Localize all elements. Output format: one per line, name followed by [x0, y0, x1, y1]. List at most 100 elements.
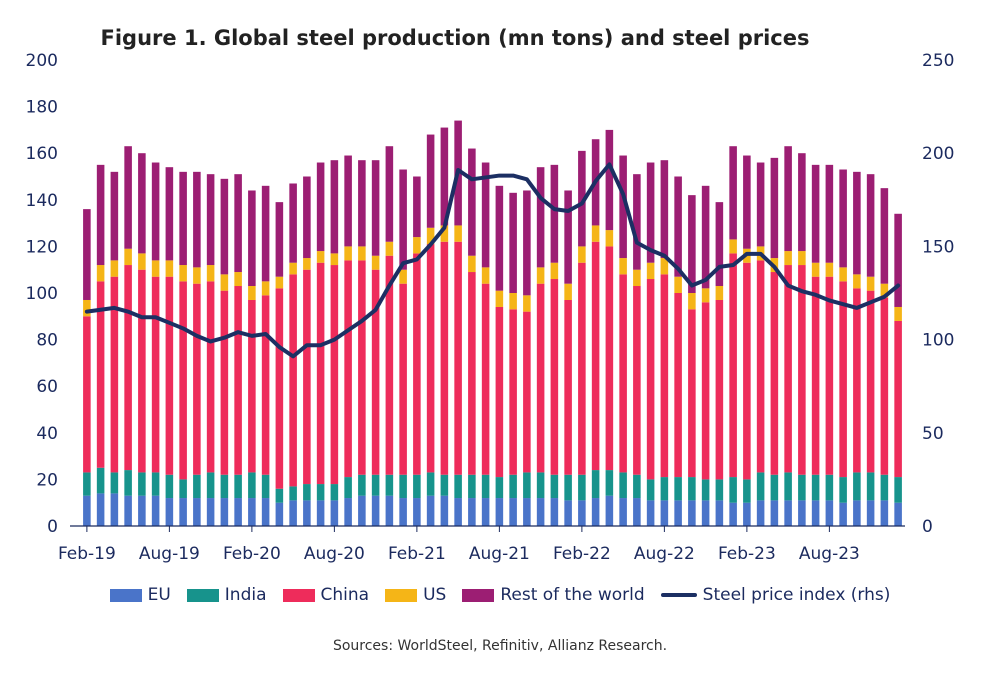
- bar-china-28: [468, 272, 476, 475]
- legend-label: Rest of the world: [500, 585, 645, 605]
- bar-rest-of-the-world-58: [880, 188, 889, 284]
- bar-india-50: [770, 474, 779, 501]
- bar-us-6: [165, 260, 174, 277]
- bar-rest-of-the-world-46: [715, 202, 724, 287]
- bar-china-7: [179, 281, 187, 480]
- legend-item-eu: EU: [109, 585, 171, 605]
- bar-eu-21: [371, 495, 380, 526]
- bar-india-5: [151, 472, 160, 496]
- bar-china-19: [344, 260, 352, 478]
- bar-china-50: [770, 272, 779, 475]
- bar-eu-18: [330, 500, 339, 526]
- bar-eu-46: [715, 500, 724, 526]
- bar-india-12: [248, 472, 256, 499]
- bar-eu-4: [138, 495, 146, 526]
- bar-us-33: [536, 267, 545, 284]
- bar-eu-56: [853, 500, 861, 526]
- y-right-tick-label: 100: [922, 331, 954, 351]
- bar-china-24: [413, 253, 421, 475]
- bar-india-52: [798, 474, 806, 501]
- bar-us-31: [509, 293, 517, 310]
- y-left-tick-label: 80: [36, 331, 58, 351]
- bar-india-26: [440, 474, 449, 496]
- x-tick-label: Feb-20: [223, 544, 281, 564]
- bar-rest-of-the-world-41: [646, 162, 655, 263]
- bar-china-54: [825, 276, 834, 475]
- bar-india-7: [179, 479, 187, 499]
- bar-china-12: [248, 299, 256, 473]
- bar-india-44: [688, 477, 696, 501]
- bar-us-15: [289, 262, 297, 275]
- bar-eu-23: [399, 498, 407, 526]
- x-tick-label: Feb-21: [388, 544, 446, 564]
- bar-india-45: [701, 479, 710, 501]
- bar-eu-41: [646, 500, 655, 526]
- bar-rest-of-the-world-33: [536, 167, 545, 268]
- legend-item-india: India: [186, 585, 267, 605]
- bar-china-47: [729, 253, 737, 478]
- legend-label: EU: [147, 585, 171, 605]
- bar-rest-of-the-world-17: [316, 162, 325, 252]
- bar-china-0: [83, 316, 91, 473]
- bar-rest-of-the-world-53: [811, 164, 820, 263]
- bar-eu-54: [825, 500, 834, 526]
- legend-label: US: [423, 585, 447, 605]
- bar-rest-of-the-world-57: [866, 174, 875, 277]
- bar-india-6: [165, 474, 174, 499]
- bar-china-38: [605, 246, 614, 471]
- bar-eu-51: [784, 500, 792, 526]
- bar-us-11: [234, 272, 242, 287]
- bar-india-16: [303, 484, 311, 501]
- bar-eu-53: [811, 500, 820, 526]
- chart-title: Figure 1. Global steel production (mn to…: [100, 26, 810, 50]
- bar-eu-2: [110, 493, 119, 526]
- bar-china-57: [866, 290, 875, 473]
- bar-india-43: [674, 477, 682, 501]
- bar-rest-of-the-world-22: [385, 146, 394, 242]
- bar-eu-22: [385, 495, 394, 526]
- bar-china-15: [289, 274, 297, 487]
- bar-eu-48: [743, 502, 751, 526]
- y-right-tick-label: 50: [922, 424, 944, 444]
- bar-us-4: [138, 253, 146, 270]
- legend-label: Steel price index (rhs): [702, 585, 891, 605]
- y-right-tick-label: 0: [922, 517, 933, 537]
- bar-us-13: [261, 281, 270, 296]
- bar-china-39: [619, 274, 627, 473]
- bar-rest-of-the-world-0: [83, 209, 91, 300]
- bar-us-35: [564, 283, 572, 300]
- bar-eu-59: [894, 502, 902, 526]
- bar-eu-31: [509, 498, 517, 526]
- bar-china-1: [96, 281, 105, 468]
- bar-eu-17: [316, 500, 325, 526]
- bar-eu-32: [523, 498, 531, 526]
- bar-us-3: [124, 248, 132, 266]
- bar-us-30: [495, 290, 504, 307]
- bar-us-36: [578, 246, 586, 263]
- bar-us-24: [413, 237, 421, 254]
- bar-rest-of-the-world-47: [729, 146, 737, 240]
- bar-india-25: [426, 472, 435, 496]
- series-line-steel-price-index: [84, 162, 901, 359]
- bar-india-49: [756, 472, 765, 501]
- bar-rest-of-the-world-20: [358, 160, 366, 247]
- bar-rest-of-the-world-31: [509, 192, 517, 293]
- bar-china-9: [206, 281, 215, 473]
- bar-rest-of-the-world-24: [413, 176, 421, 238]
- bar-eu-1: [96, 493, 105, 526]
- bar-china-2: [110, 276, 119, 473]
- bar-rest-of-the-world-3: [124, 146, 132, 249]
- bar-china-16: [303, 269, 311, 485]
- bar-us-14: [275, 276, 284, 289]
- bar-india-59: [894, 477, 902, 503]
- bar-china-23: [399, 283, 407, 475]
- bar-us-10: [220, 274, 229, 291]
- x-tick-label: Aug-23: [799, 544, 860, 564]
- legend-item-steel-price-index-rhs: Steel price index (rhs): [660, 585, 891, 605]
- bar-china-22: [385, 255, 394, 475]
- bar-us-54: [825, 262, 834, 277]
- bar-india-32: [523, 472, 531, 499]
- bar-eu-58: [880, 500, 889, 526]
- bar-us-51: [784, 251, 792, 266]
- bar-eu-13: [261, 498, 270, 526]
